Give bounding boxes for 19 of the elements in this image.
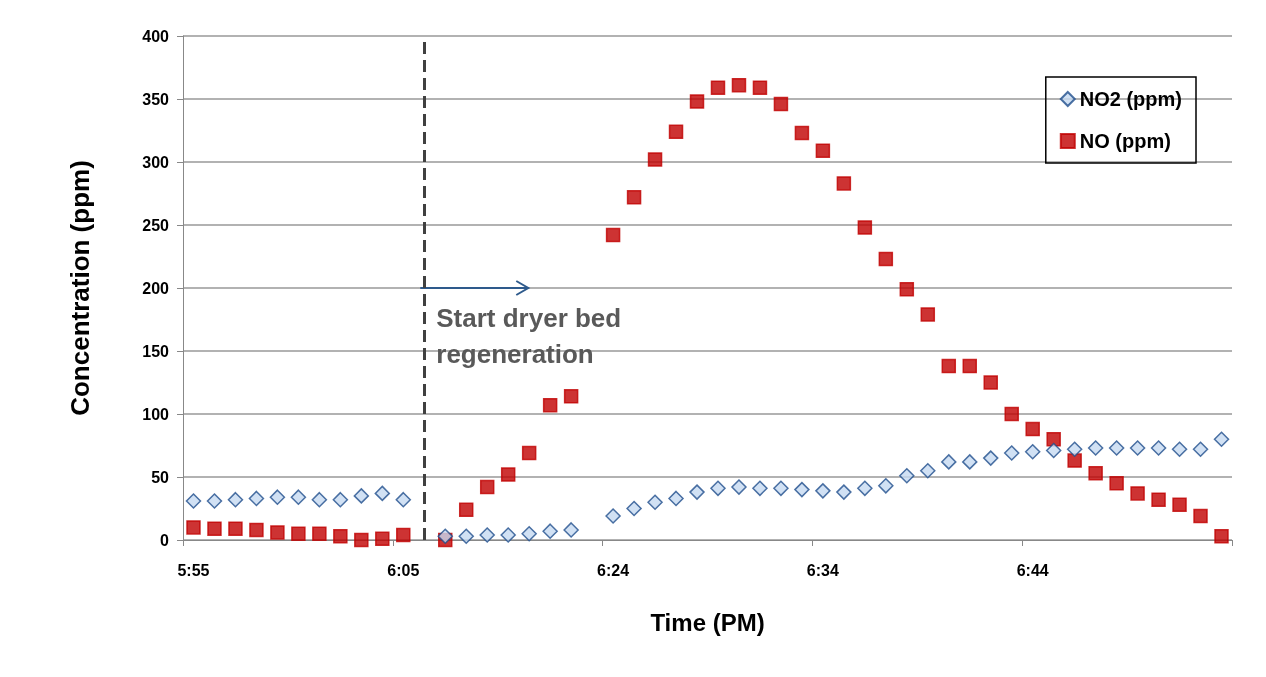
x-tick-label: 6:44 (1016, 561, 1049, 579)
y-tick-label: 200 (142, 279, 170, 297)
y-axis-title: Concentration (ppm) (65, 160, 95, 416)
y-tick-label: 100 (142, 405, 170, 423)
y-tick-label: 50 (151, 468, 170, 486)
legend-label: NO2 (ppm) (1079, 88, 1182, 110)
legend-label: NO (ppm) (1079, 130, 1171, 152)
y-tick-label: 0 (160, 531, 170, 549)
y-tick-label: 400 (142, 27, 170, 45)
y-tick-label: 150 (142, 342, 170, 360)
x-tick-label: 6:24 (597, 561, 630, 579)
y-tick-label: 250 (142, 216, 170, 234)
x-axis-title: Time (PM) (650, 608, 765, 636)
x-tick-label: 5:55 (177, 561, 210, 579)
annotation: Start dryer bed regeneration (436, 303, 629, 369)
x-tick-label: 6:05 (387, 561, 420, 579)
x-tick-label: 6:34 (806, 561, 839, 579)
y-tick-label: 300 (142, 153, 170, 171)
y-tick-label: 350 (142, 90, 170, 108)
